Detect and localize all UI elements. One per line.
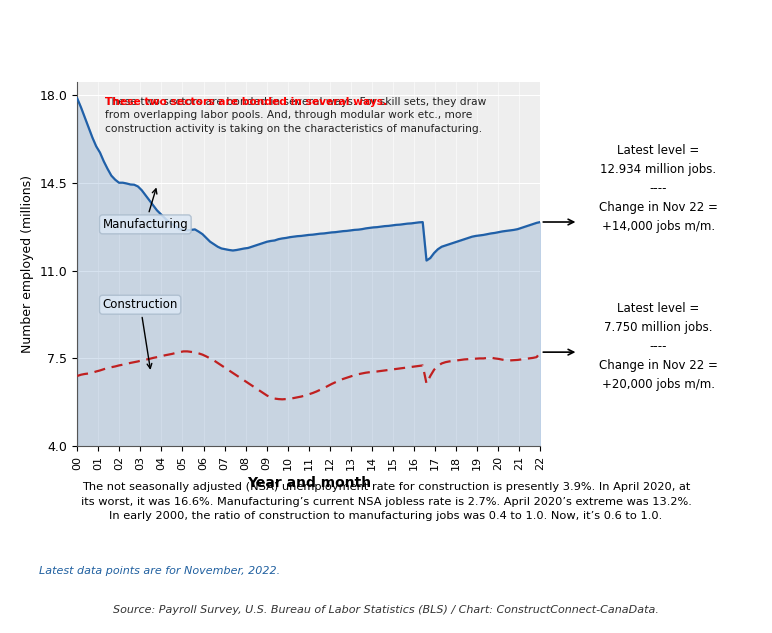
Text: The not seasonally adjusted (NSA) unemployment rate for construction is presentl: The not seasonally adjusted (NSA) unempl…	[80, 482, 692, 521]
Text: Source: Payroll Survey, U.S. Bureau of Labor Statistics (BLS) / Chart: Construct: Source: Payroll Survey, U.S. Bureau of L…	[113, 605, 659, 615]
Text: U.S. MANUFACTURING vs CONSTRUCTION EMPLOYMENT –: U.S. MANUFACTURING vs CONSTRUCTION EMPLO…	[141, 20, 631, 35]
Text: Latest level =
7.750 million jobs.
----
Change in Nov 22 =
+20,000 jobs m/m.: Latest level = 7.750 million jobs. ---- …	[599, 302, 717, 391]
Text: Manufacturing: Manufacturing	[103, 189, 188, 231]
Text: Construction: Construction	[103, 298, 178, 368]
Y-axis label: Number employed (millions): Number employed (millions)	[21, 175, 34, 353]
Text: These two sectors are bonded in several ways.: These two sectors are bonded in several …	[104, 97, 387, 107]
Text: Latest data points are for November, 2022.: Latest data points are for November, 202…	[39, 566, 279, 576]
X-axis label: Year and month: Year and month	[247, 476, 371, 490]
Text: These two sectors are bonded in several ways. For skill sets, they draw
from ove: These two sectors are bonded in several …	[104, 97, 486, 134]
Text: NOVEMBER, 2022 – SEASONALLY ADJUSTED (SA) PAYROLL DATA: NOVEMBER, 2022 – SEASONALLY ADJUSTED (SA…	[115, 46, 657, 61]
Text: Latest level =
12.934 million jobs.
----
Change in Nov 22 =
+14,000 jobs m/m.: Latest level = 12.934 million jobs. ----…	[599, 144, 717, 233]
